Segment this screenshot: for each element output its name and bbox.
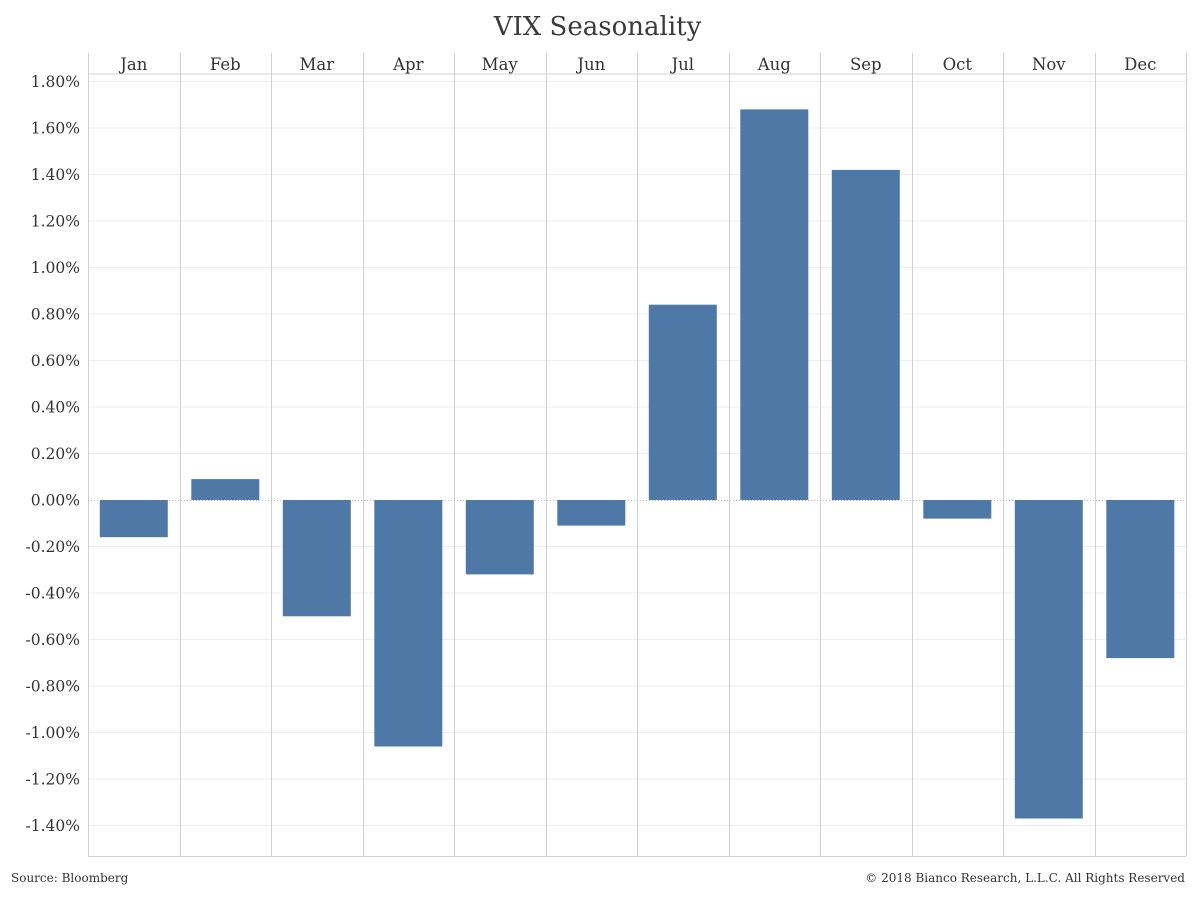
bar-nov	[1014, 500, 1083, 819]
footer-source: Source: Bloomberg	[11, 871, 129, 885]
y-tick-label: -1.20%	[26, 771, 80, 789]
bar-jan	[99, 500, 168, 538]
y-tick-label: 0.40%	[31, 399, 80, 417]
bar-may	[465, 500, 534, 575]
bar-jul	[648, 304, 717, 500]
bar-mar	[282, 500, 351, 617]
category-label-feb: Feb	[210, 55, 241, 74]
y-axis: 1.80% 1.60% 1.40% 1.20% 1.00% 0.80% 0.60% 0.40%…	[26, 73, 80, 835]
category-label-dec: Dec	[1124, 55, 1156, 74]
category-label-sep: Sep	[850, 55, 882, 74]
y-tick-label: -1.40%	[26, 817, 80, 835]
category-label-oct: Oct	[943, 55, 973, 74]
y-tick-label: -0.60%	[26, 631, 80, 649]
bar-aug	[740, 109, 809, 501]
x-axis-header: Jan Feb Mar Apr May Jun Jul Aug Sep Oct Nov Dec	[118, 55, 1156, 74]
bar-dec	[1106, 500, 1175, 659]
bar-jun	[557, 500, 626, 526]
y-tick-label: -0.20%	[26, 538, 80, 556]
category-label-nov: Nov	[1032, 55, 1066, 74]
category-label-jul: Jul	[670, 55, 695, 74]
category-label-mar: Mar	[299, 55, 334, 74]
panel-dividers	[88, 53, 1187, 857]
bar-apr	[374, 500, 443, 747]
bar-feb	[191, 479, 260, 500]
category-label-apr: Apr	[392, 55, 423, 74]
y-tick-label: 0.80%	[31, 306, 80, 324]
y-tick-label: 0.60%	[31, 352, 80, 370]
category-label-jun: Jun	[575, 55, 605, 74]
bar-sep	[831, 169, 900, 500]
y-tick-label: 1.00%	[31, 259, 80, 277]
y-tick-label: -0.80%	[26, 678, 80, 696]
category-label-aug: Aug	[757, 55, 792, 74]
category-label-may: May	[482, 55, 519, 74]
y-tick-label: 0.00%	[31, 492, 80, 510]
bars	[99, 109, 1175, 819]
chart-title: VIX Seasonality	[493, 12, 702, 42]
footer-copyright: © 2018 Bianco Research, L.L.C. All Right…	[865, 871, 1185, 885]
bar-oct	[923, 500, 992, 519]
y-tick-label: 1.80%	[31, 73, 80, 91]
category-label-jan: Jan	[118, 55, 147, 74]
y-tick-label: 0.20%	[31, 445, 80, 463]
y-tick-label: 1.20%	[31, 213, 80, 231]
y-tick-label: -1.00%	[26, 724, 80, 742]
y-tick-label: 1.60%	[31, 120, 80, 138]
y-tick-label: 1.40%	[31, 166, 80, 184]
y-tick-label: -0.40%	[26, 585, 80, 603]
